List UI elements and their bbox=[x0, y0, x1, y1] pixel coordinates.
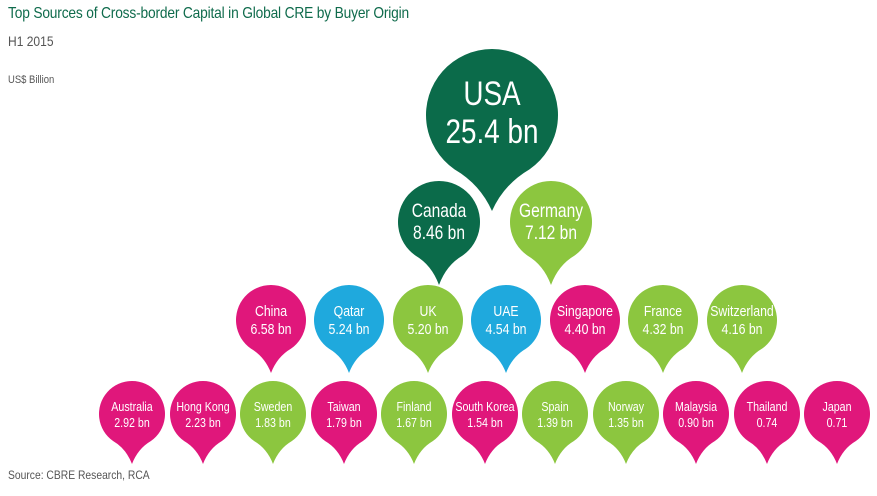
bubble-country-label: Finland bbox=[397, 399, 432, 414]
bubble-marker bbox=[627, 285, 698, 373]
chart-title: Top Sources of Cross-border Capital in G… bbox=[8, 5, 410, 22]
source-note: Source: CBRE Research, RCA bbox=[8, 468, 150, 482]
bubble-marker bbox=[99, 381, 166, 464]
bubble-value-label: 4.40 bn bbox=[564, 321, 605, 337]
bubble-marker bbox=[471, 285, 541, 373]
bubble-marker bbox=[522, 381, 588, 464]
bubble-country-label: Australia bbox=[111, 399, 153, 414]
bubble-marker bbox=[240, 381, 306, 464]
bubble-marker bbox=[707, 285, 777, 373]
bubble-country-label: Thailand bbox=[747, 399, 788, 414]
bubble-marker bbox=[314, 285, 385, 373]
bubble-value-label: 5.24 bn bbox=[328, 321, 369, 337]
unit-label: US$ Billion bbox=[8, 74, 55, 86]
bubble-value-label: 2.92 bn bbox=[114, 415, 150, 430]
bubble-marker bbox=[310, 381, 377, 464]
bubble-value-label: 8.46 bn bbox=[413, 222, 465, 244]
bubble-country-label: China bbox=[255, 303, 287, 319]
bubble-country-label: Qatar bbox=[334, 303, 365, 319]
bubble-value-label: 7.12 bn bbox=[525, 222, 577, 244]
bubble-marker bbox=[236, 285, 306, 373]
bubble-france: France 4.32 bn bbox=[627, 285, 698, 373]
bubble-marker bbox=[170, 381, 236, 464]
bubble-value-label: 1.79 bn bbox=[326, 415, 362, 430]
chart-subtitle: H1 2015 bbox=[8, 33, 54, 49]
bubble-uae: UAE 4.54 bn bbox=[471, 285, 541, 373]
bubble-country-label: Germany bbox=[519, 200, 583, 222]
bubble-value-label: 5.20 bn bbox=[407, 321, 448, 337]
bubble-country-label: Sweden bbox=[254, 399, 292, 414]
bubble-value-label: 1.83 bn bbox=[255, 415, 291, 430]
bubble-country-label: Canada bbox=[412, 200, 467, 222]
bubble-value-label: 0.74 bbox=[757, 415, 778, 430]
bubble-value-label: 1.35 bn bbox=[608, 415, 644, 430]
bubble-country-label: Switzerland bbox=[710, 303, 774, 319]
bubble-value-label: 4.16 bn bbox=[721, 321, 762, 337]
bubble-country-label: UAE bbox=[493, 303, 518, 319]
bubble-country-label: France bbox=[644, 303, 683, 319]
bubble-marker bbox=[425, 48, 558, 211]
bubble-china: China 6.58 bn bbox=[236, 285, 306, 373]
bubble-country-label: UK bbox=[419, 303, 436, 319]
bubble-country-label: USA bbox=[463, 74, 521, 112]
bubble-marker bbox=[510, 181, 592, 285]
bubble-marker bbox=[803, 381, 871, 464]
bubble-value-label: 4.32 bn bbox=[642, 321, 683, 337]
bubble-qatar: Qatar 5.24 bn bbox=[314, 285, 385, 373]
bubble-singapore: Singapore 4.40 bn bbox=[550, 285, 621, 373]
bubble-country-label: Japan bbox=[822, 399, 851, 414]
bubble-marker bbox=[393, 285, 464, 373]
bubble-value-label: 2.23 bn bbox=[185, 415, 221, 430]
bubble-value-label: 6.58 bn bbox=[250, 321, 291, 337]
bubble-country-label: Norway bbox=[608, 399, 644, 414]
bubble-marker bbox=[593, 381, 659, 464]
bubble-marker bbox=[380, 381, 448, 464]
bubble-value-label: 1.39 bn bbox=[537, 415, 573, 430]
bubble-value-label: 1.67 bn bbox=[396, 415, 432, 430]
bubble-value-label: 25.4 bn bbox=[446, 112, 539, 150]
bubble-country-label: Spain bbox=[541, 399, 568, 414]
bubble-value-label: 1.54 bn bbox=[467, 415, 503, 430]
bubble-marker bbox=[663, 381, 729, 464]
bubble-country-label: Singapore bbox=[557, 303, 613, 319]
bubble-value-label: 4.54 bn bbox=[485, 321, 526, 337]
bubble-country-label: Taiwan bbox=[327, 399, 360, 414]
bubble-switzerland: Switzerland 4.16 bn bbox=[707, 285, 777, 373]
bubble-marker bbox=[733, 381, 800, 464]
bubble-marker bbox=[550, 285, 621, 373]
bubble-country-label: Malaysia bbox=[675, 399, 717, 414]
bubble-country-label: South Korea bbox=[455, 399, 515, 414]
bubble-uk: UK 5.20 bn bbox=[393, 285, 464, 373]
bubble-value-label: 0.90 bn bbox=[678, 415, 714, 430]
bubble-marker bbox=[452, 381, 518, 464]
bubble-marker bbox=[397, 181, 480, 285]
bubble-country-label: Hong Kong bbox=[176, 399, 229, 414]
bubble-value-label: 0.71 bbox=[827, 415, 848, 430]
